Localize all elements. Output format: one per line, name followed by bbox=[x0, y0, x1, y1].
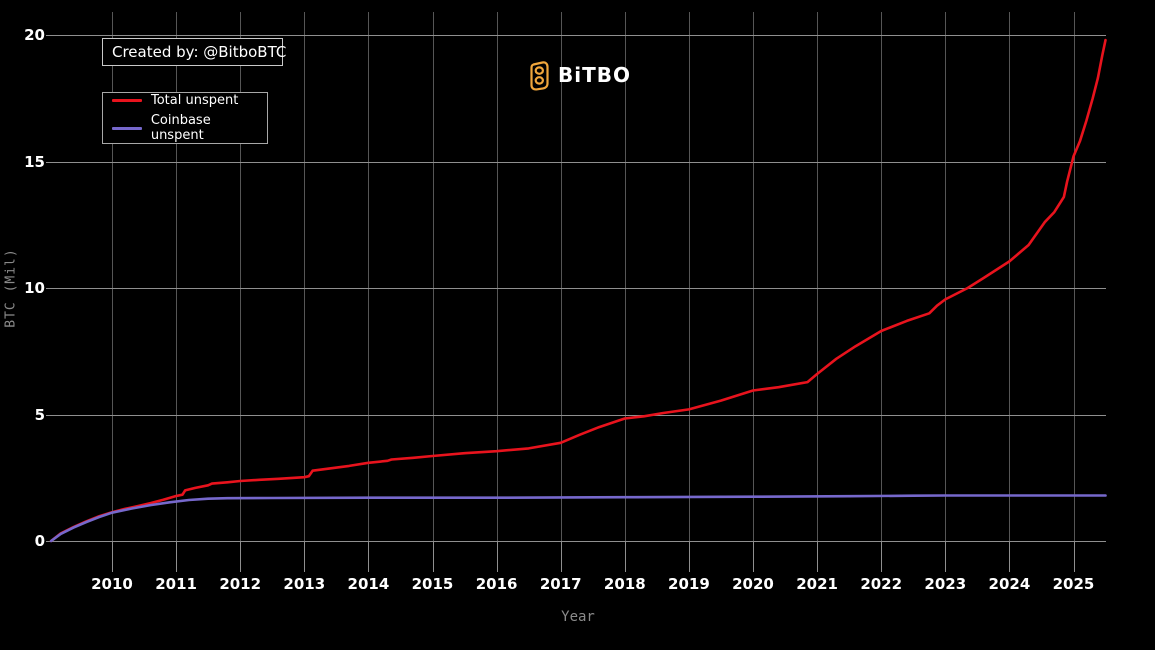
x-tick-label: 2013 bbox=[283, 575, 326, 593]
x-tick-label: 2020 bbox=[732, 575, 774, 593]
created-by-box: Created by: @BitboBTC bbox=[102, 38, 287, 66]
x-tick-label: 2012 bbox=[219, 575, 262, 593]
x-tick-label: 2023 bbox=[924, 575, 967, 593]
x-tick-label: 2022 bbox=[860, 575, 903, 593]
y-tick-label: 20 bbox=[24, 26, 45, 44]
series-line-coinbase-unspent bbox=[49, 494, 1107, 543]
bitbo-logo: BiTBO bbox=[528, 58, 631, 92]
y-tick-label: 15 bbox=[24, 152, 45, 171]
x-tick-label: 2010 bbox=[91, 575, 133, 593]
bitbo-logo-text: BiTBO bbox=[558, 63, 631, 87]
x-tick-label: 2025 bbox=[1052, 575, 1095, 593]
legend-item-coinbase-unspent: Coinbase unspent bbox=[112, 113, 267, 143]
legend-item-total-unspent: Total unspent bbox=[112, 93, 267, 108]
x-tick-label: 2019 bbox=[668, 575, 710, 593]
created-by-text: Created by: @BitboBTC bbox=[112, 43, 287, 61]
x-tick-label: 2017 bbox=[539, 575, 582, 593]
x-tick-label: 2011 bbox=[155, 575, 197, 593]
series-line-total-unspent bbox=[49, 38, 1107, 543]
x-tick-label: 2014 bbox=[347, 575, 390, 593]
legend-label: Total unspent bbox=[151, 93, 239, 108]
x-tick-label: 2018 bbox=[603, 575, 646, 593]
bitbo-b-icon bbox=[530, 60, 549, 91]
x-tick-label: 2016 bbox=[475, 575, 518, 593]
x-axis-title: Year bbox=[561, 609, 595, 625]
total-unspent-line-swatch bbox=[112, 99, 142, 102]
y-tick-label: 10 bbox=[24, 279, 45, 297]
legend-label: Coinbase unspent bbox=[150, 113, 211, 143]
y-tick-label: 5 bbox=[34, 405, 45, 424]
coinbase-unspent-line-swatch bbox=[112, 126, 142, 130]
y-tick-label: 0 bbox=[34, 532, 45, 550]
x-tick-label: 2015 bbox=[411, 575, 454, 593]
chart-legend: Total unspent Coinbase unspent bbox=[102, 92, 268, 144]
x-tick-label: 2021 bbox=[796, 575, 838, 593]
x-tick-label: 2024 bbox=[988, 575, 1031, 593]
